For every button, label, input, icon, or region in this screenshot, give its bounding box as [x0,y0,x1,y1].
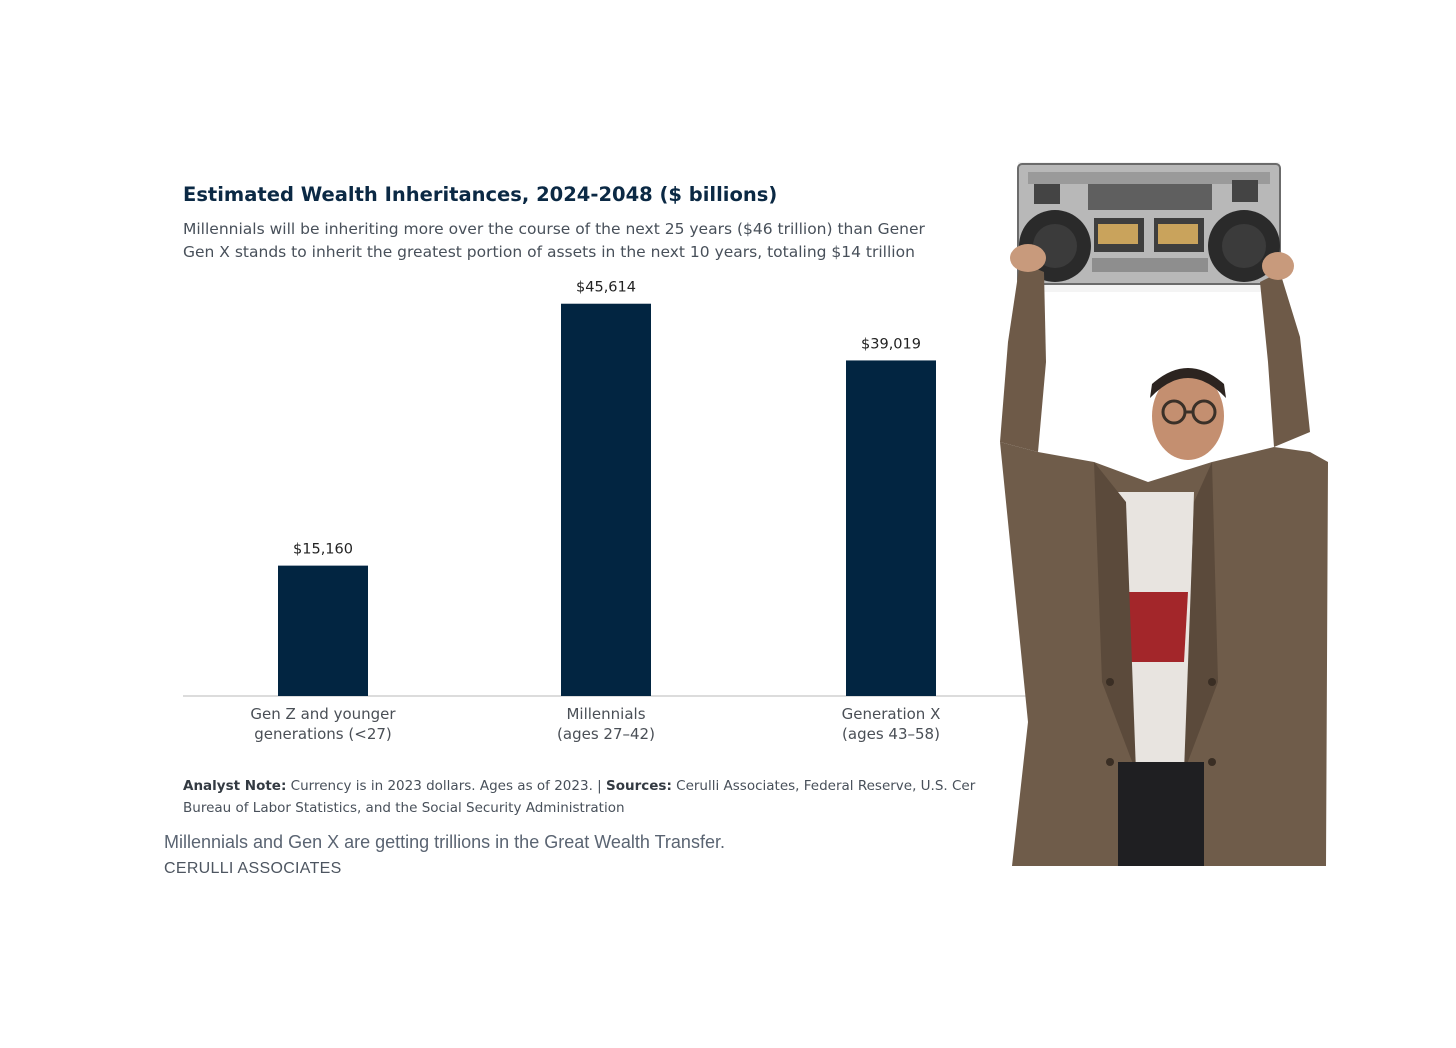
analyst-note-line-1: Analyst Note: Currency is in 2023 dollar… [183,775,1013,797]
category-label-0-line-0: Gen Z and younger [250,705,396,723]
sources-label: Sources: [606,778,672,794]
analyst-note: Analyst Note: Currency is in 2023 dollar… [183,775,1013,819]
analyst-note-text: Currency is in 2023 dollars. Ages as of … [286,778,606,794]
chart-title: Estimated Wealth Inheritances, 2024-2048… [183,183,778,206]
category-label-2-line-0: Generation X [842,705,941,723]
sources-text: Cerulli Associates, Federal Reserve, U.S… [671,778,976,794]
bar-2 [846,360,936,696]
image-caption: Millennials and Gen X are getting trilli… [164,832,725,852]
chart-subtitle-line-2: Gen X stands to inherit the greatest por… [183,243,915,261]
boombox-icon [1017,163,1281,285]
category-label-0-line-1: generations (<27) [254,725,392,743]
category-label-1-line-1: (ages 27–42) [557,725,655,743]
analyst-note-line-2: Bureau of Labor Statistics, and the Soci… [183,800,625,816]
boombox-man-photo [1000,162,1328,866]
image-credit: CERULLI ASSOCIATES [164,860,342,877]
chart-subtitle-line-1: Millennials will be inheriting more over… [183,220,925,238]
category-label-1-line-0: Millennials [566,705,645,723]
data-label-1: $45,614 [576,280,636,296]
chart-subtitle: Millennials will be inheriting more over… [183,218,1033,264]
category-label-2-line-1: (ages 43–58) [842,725,940,743]
bar-1 [561,303,651,696]
bar-0 [278,565,368,696]
data-label-2: $39,019 [861,336,921,352]
data-label-0: $15,160 [293,542,353,558]
analyst-note-label: Analyst Note: [183,778,287,794]
